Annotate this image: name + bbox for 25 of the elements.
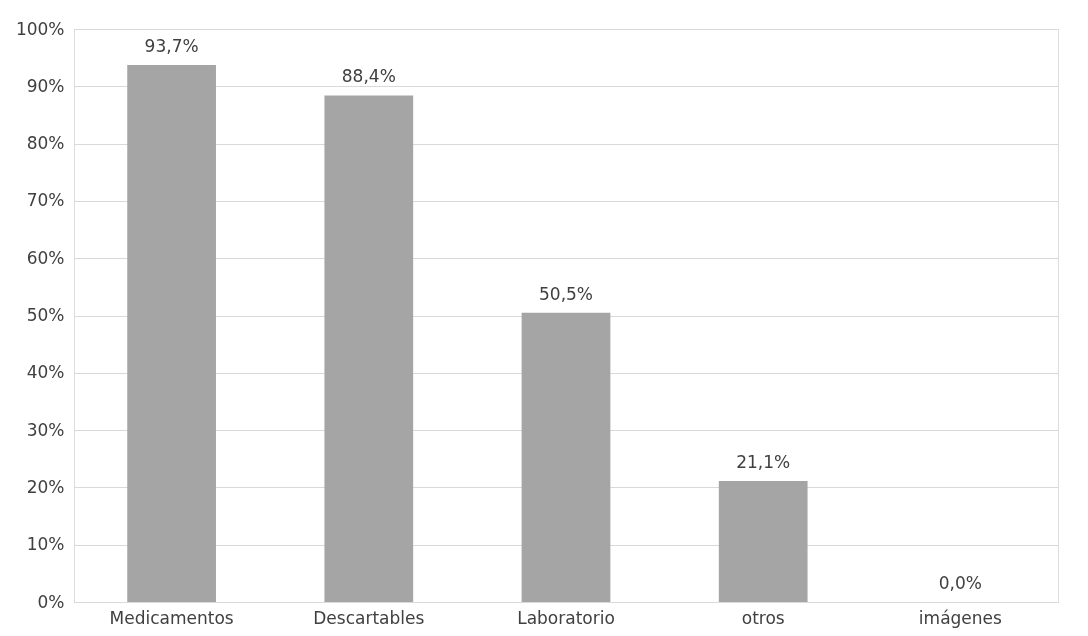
bar: [324, 95, 414, 602]
y-tick-label: 0%: [37, 591, 65, 612]
x-tick-label: imágenes: [918, 607, 1003, 628]
data-label: 93,7%: [144, 36, 199, 57]
data-label: 88,4%: [341, 66, 396, 87]
data-label: 21,1%: [736, 452, 791, 473]
y-tick-label: 60%: [26, 247, 65, 268]
x-tick-label: Descartables: [313, 607, 425, 628]
y-tick-label: 70%: [26, 190, 65, 211]
y-tick-label: 40%: [26, 362, 65, 383]
x-tick-label: otros: [741, 607, 785, 628]
y-tick-label: 50%: [26, 305, 65, 325]
bar: [718, 481, 808, 602]
bar: [127, 65, 216, 602]
data-label: 0,0%: [938, 573, 982, 593]
x-tick-label: Medicamentos: [109, 607, 234, 628]
y-tick-label: 20%: [26, 476, 65, 497]
y-tick-label: 100%: [15, 18, 65, 39]
y-tick-label: 90%: [26, 75, 65, 96]
y-tick-label: 10%: [26, 534, 65, 555]
y-tick-label: 80%: [26, 133, 65, 154]
data-label: 50,5%: [538, 283, 594, 304]
y-tick-label: 30%: [26, 419, 65, 440]
x-tick-label: Laboratorio: [517, 607, 615, 628]
bar: [521, 312, 611, 602]
